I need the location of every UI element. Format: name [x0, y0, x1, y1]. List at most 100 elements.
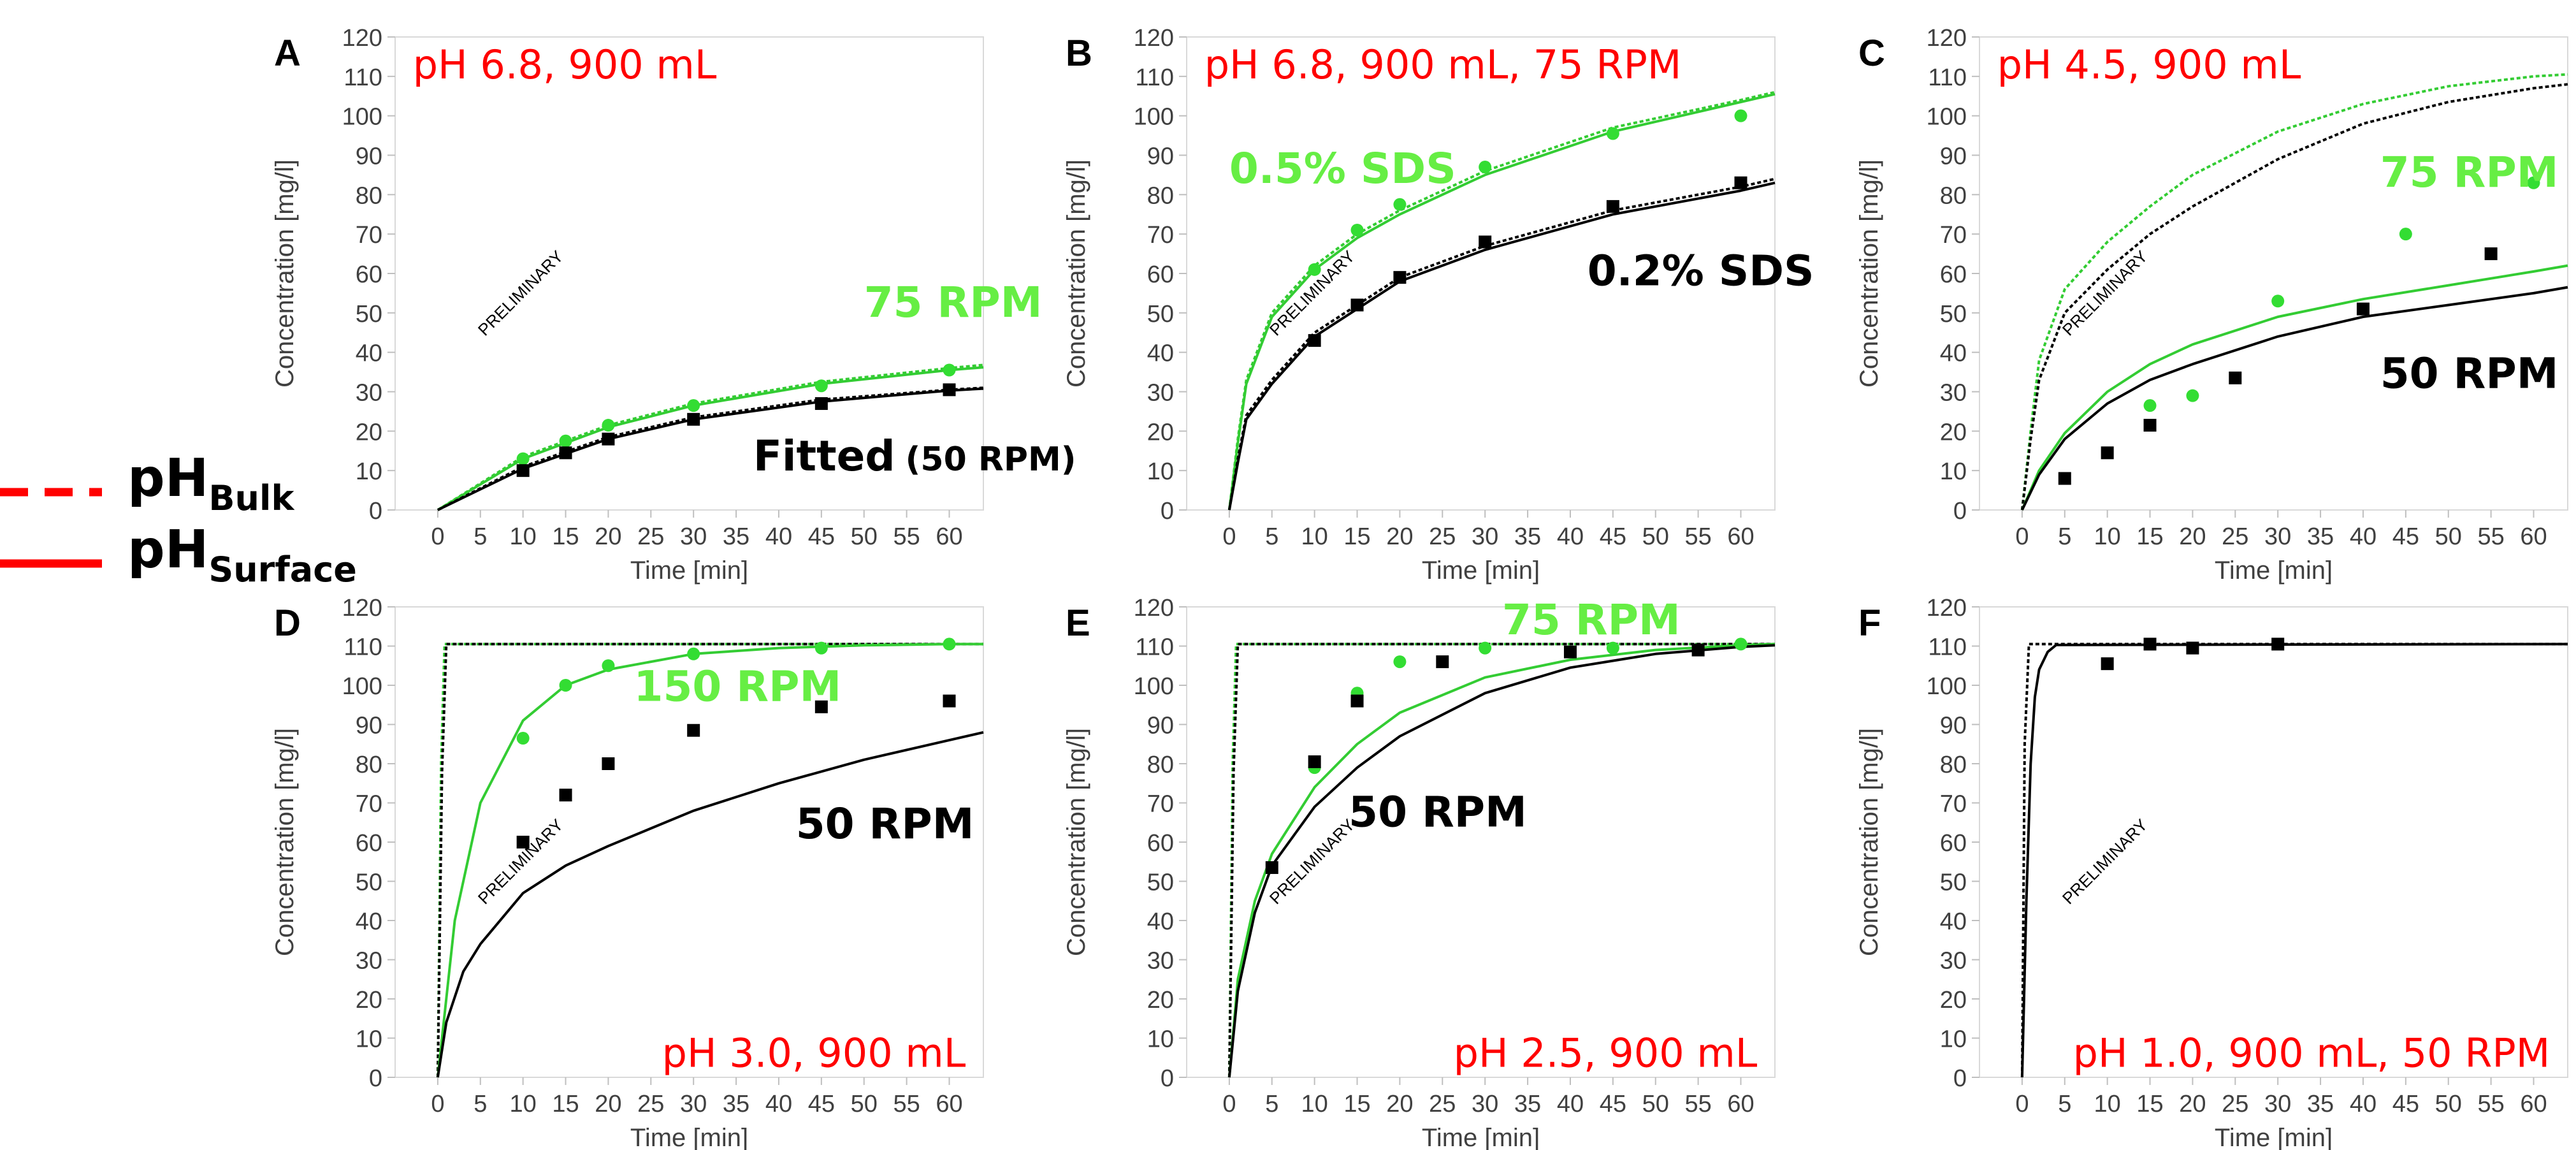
x-tick-label: 50	[2435, 1091, 2462, 1117]
x-axis-label: Time [min]	[630, 1124, 748, 1150]
x-tick-label: 25	[1429, 1091, 1456, 1117]
annotation-label: 50 RPM	[1349, 787, 1527, 836]
y-axis-label: Concentration [mg/l]	[1062, 728, 1090, 956]
data-point	[687, 399, 700, 412]
y-tick-label: 100	[1927, 104, 1967, 131]
y-tick-label: 120	[342, 595, 382, 622]
y-tick-label: 10	[1940, 458, 1967, 485]
y-axis-label: Concentration [mg/l]	[1855, 728, 1883, 956]
x-axis-label: Time [min]	[1422, 1124, 1540, 1150]
data-point	[1563, 645, 1577, 659]
y-tick-label: 30	[1940, 948, 1967, 975]
y-tick-label: 110	[1135, 634, 1174, 661]
y-tick-label: 110	[344, 64, 382, 91]
data-point	[943, 637, 956, 651]
data-point	[814, 700, 828, 713]
x-axis-label: Time [min]	[2215, 1124, 2333, 1150]
y-tick-label: 60	[1940, 830, 1967, 857]
x-tick-label: 45	[1600, 523, 1626, 550]
x-tick-label: 0	[1222, 523, 1236, 550]
y-tick-label: 60	[356, 830, 382, 857]
data-point	[2101, 446, 2114, 460]
panel-letter: F	[1858, 602, 1881, 644]
data-point	[1734, 109, 1747, 122]
x-tick-label: 0	[431, 523, 444, 550]
x-tick-label: 60	[936, 1091, 962, 1117]
data-point	[2143, 419, 2157, 432]
x-tick-label: 45	[1600, 1091, 1626, 1117]
y-tick-label: 10	[1940, 1026, 1967, 1053]
y-tick-label: 0	[1161, 498, 1174, 525]
data-point	[1350, 694, 1364, 708]
y-tick-label: 80	[1147, 752, 1174, 778]
x-tick-label: 55	[1684, 1091, 1711, 1117]
y-tick-label: 70	[356, 791, 382, 818]
y-tick-label: 30	[356, 380, 382, 407]
condition-label: pH 6.8, 900 mL	[413, 41, 717, 88]
x-tick-label: 25	[2222, 523, 2248, 550]
annotation-label: 150 RPM	[634, 662, 842, 711]
x-tick-label: 50	[2435, 523, 2462, 550]
x-tick-label: 20	[2179, 523, 2206, 550]
x-tick-label: 60	[1727, 523, 1754, 550]
y-axis-label: Concentration [mg/l]	[1062, 159, 1090, 388]
x-tick-label: 10	[1301, 1091, 1328, 1117]
x-tick-label: 60	[1727, 1091, 1754, 1117]
y-tick-label: 20	[1940, 419, 1967, 446]
x-tick-label: 20	[2179, 1091, 2206, 1117]
data-point	[559, 434, 572, 448]
y-tick-label: 30	[1147, 380, 1174, 407]
x-tick-label: 30	[2264, 1091, 2291, 1117]
condition-label: pH 6.8, 900 mL, 75 RPM	[1205, 41, 1682, 88]
series-line	[1227, 92, 1776, 511]
y-tick-label: 30	[1147, 948, 1174, 975]
y-tick-label: 50	[356, 301, 382, 328]
series-line	[2021, 286, 2568, 511]
series-line	[436, 643, 983, 1078]
y-tick-label: 60	[1147, 830, 1174, 857]
x-tick-label: 35	[1514, 523, 1541, 550]
data-point	[2399, 228, 2412, 241]
data-point	[1350, 223, 1364, 237]
y-tick-label: 10	[1147, 1026, 1174, 1053]
condition-label: pH 4.5, 900 mL	[1997, 41, 2301, 88]
y-tick-label: 120	[1927, 25, 1967, 52]
x-tick-label: 40	[2350, 523, 2377, 550]
x-tick-label: 15	[1343, 1091, 1370, 1117]
y-axis-label: Concentration [mg/l]	[271, 159, 299, 388]
x-tick-label: 55	[893, 523, 920, 550]
y-tick-label: 120	[342, 25, 382, 52]
x-tick-label: 20	[595, 523, 621, 550]
y-tick-label: 80	[1147, 182, 1174, 209]
x-tick-label: 30	[680, 1091, 707, 1117]
data-point	[1308, 334, 1321, 347]
data-point	[602, 419, 615, 432]
y-tick-label: 40	[356, 908, 382, 935]
y-tick-label: 10	[1147, 458, 1174, 485]
y-tick-label: 50	[1147, 301, 1174, 328]
y-tick-label: 0	[1953, 1065, 1967, 1092]
series-line	[1227, 643, 1775, 1078]
annotation-label: 75 RPM	[1502, 595, 1681, 644]
data-point	[559, 789, 572, 802]
data-point	[1308, 263, 1321, 276]
data-point	[1479, 235, 1492, 249]
data-point	[516, 836, 530, 848]
x-tick-label: 10	[2094, 1091, 2121, 1117]
y-tick-label: 120	[1927, 595, 1967, 622]
data-point	[1606, 200, 1619, 213]
x-tick-label: 10	[2094, 523, 2121, 550]
x-tick-label: 5	[474, 523, 487, 550]
y-tick-label: 70	[1147, 222, 1174, 249]
data-point	[2527, 176, 2540, 189]
x-tick-label: 15	[552, 1091, 579, 1117]
x-tick-label: 5	[1265, 523, 1278, 550]
x-tick-label: 50	[851, 1091, 878, 1117]
legend: pHBulk pHSurface	[0, 448, 357, 590]
y-tick-label: 10	[356, 458, 382, 485]
x-tick-label: 55	[2477, 523, 2504, 550]
y-tick-label: 20	[356, 987, 382, 1014]
